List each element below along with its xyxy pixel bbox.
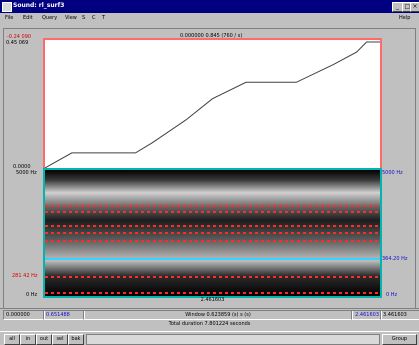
tool-sel-button[interactable]: sel: [52, 334, 68, 345]
waveform-plot[interactable]: [43, 38, 382, 172]
app-icon: [2, 2, 12, 12]
status-center: Window 0.623859 (s) s (s): [83, 310, 353, 320]
formant-line-3: [45, 225, 380, 227]
spectro-lower-left: 281 42 Hz: [12, 273, 38, 279]
waveform-svg: [45, 41, 380, 169]
time-center: 2.461603: [200, 297, 225, 303]
waveform-line: [45, 41, 380, 169]
spectro-top-right: 5000 Hz: [382, 170, 403, 176]
close-button[interactable]: ×: [410, 2, 419, 12]
status-right-time: 2.461603: [351, 310, 382, 320]
formant-line-7: [45, 292, 380, 294]
menu-query[interactable]: Query: [42, 15, 58, 21]
waveform-top-line: [45, 38, 380, 39]
tool-in-button[interactable]: in: [20, 334, 36, 345]
total-duration: Total duration 7.801224 seconds: [168, 321, 251, 327]
zero-left: 0.0000: [13, 164, 31, 170]
spectro-top-left: 5000 Hz: [16, 170, 37, 176]
pitch-line: [45, 258, 380, 260]
spectro-lower-right: 364.20 Hz: [382, 256, 408, 262]
time-scrollbar[interactable]: [86, 334, 380, 345]
bottom-toolbar: all in out sel bak Group: [0, 331, 419, 345]
status-strip: [0, 308, 419, 320]
menu-t[interactable]: T: [102, 15, 106, 21]
cursor-readout: 0.000000 0.845 (760 / s): [180, 33, 243, 39]
formant-line-6: [45, 276, 380, 278]
formant-line-2: [45, 211, 380, 213]
status-left: 0.000000: [3, 310, 45, 320]
window-title: Sound: rl_surf3: [13, 2, 65, 9]
menu-view[interactable]: View: [65, 15, 77, 21]
title-bar: Sound: rl_surf3 _ □ ×: [0, 0, 419, 13]
group-checkbox[interactable]: Group: [382, 334, 417, 345]
tool-bak-button[interactable]: bak: [68, 334, 84, 345]
menu-file[interactable]: File: [5, 15, 14, 21]
tool-out-button[interactable]: out: [36, 334, 52, 345]
formant-line-4: [45, 232, 380, 234]
spectro-bottom-left: 0 Hz: [26, 292, 38, 298]
formant-line-5: [45, 240, 380, 242]
tool-all-button[interactable]: all: [4, 334, 20, 345]
menu-help[interactable]: Help: [399, 15, 411, 21]
status-right: 3.461603: [380, 310, 419, 320]
status-left-time: 0.651488: [43, 310, 85, 320]
menu-s[interactable]: S: [82, 15, 86, 21]
menu-bar: File Edit Query View S C T Help: [0, 13, 419, 24]
spectro-bottom-right: 0 Hz: [386, 292, 398, 298]
menu-edit[interactable]: Edit: [23, 15, 33, 21]
top-left-readout: -0.24 090: [7, 34, 32, 40]
menu-c[interactable]: C: [92, 15, 96, 21]
formant-line-1: [45, 205, 380, 207]
top-left-value: 0.45 069: [6, 40, 29, 46]
